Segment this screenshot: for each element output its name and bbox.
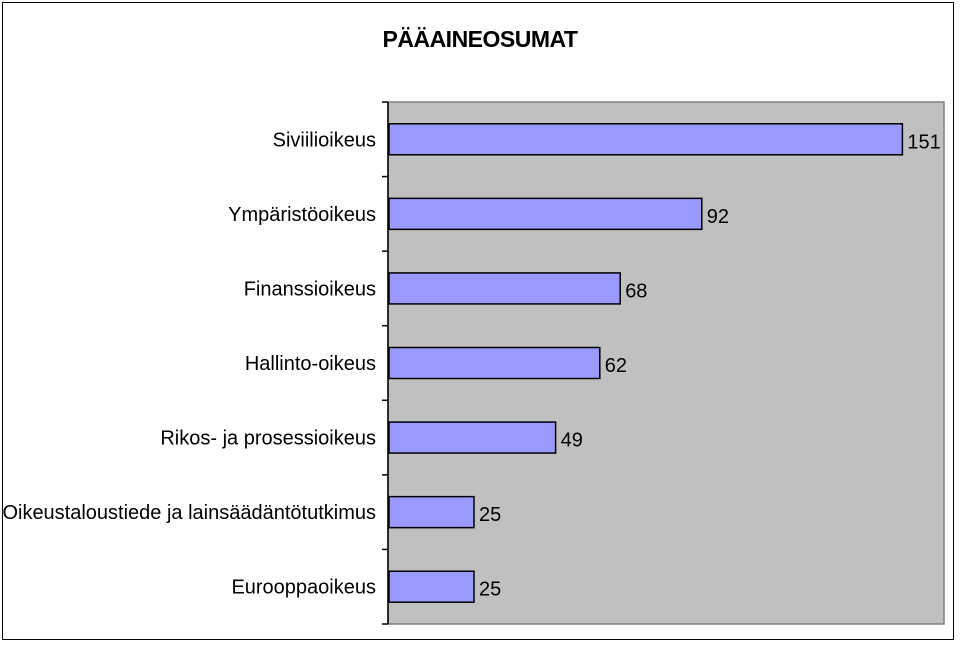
bar	[388, 570, 475, 603]
category-label: Rikos- ja prosessioikeus	[160, 428, 376, 450]
value-label: 25	[479, 579, 501, 601]
bar	[388, 346, 601, 380]
value-label: 151	[907, 131, 940, 153]
value-label: 68	[625, 280, 647, 302]
value-label: 25	[479, 504, 501, 526]
category-labels: Siviilioikeus Ympäristöoikeus Finanssioike…	[2, 129, 376, 598]
category-label: Hallinto-oikeus	[245, 353, 376, 375]
bar	[388, 123, 904, 156]
category-label: Ympäristöoikeus	[228, 204, 376, 226]
category-label: Finanssioikeus	[244, 278, 376, 300]
bar	[388, 272, 621, 305]
bar	[388, 197, 703, 231]
value-label: 49	[561, 430, 583, 452]
chart-title: PÄÄAINEOSUMAT	[382, 26, 578, 52]
bars-group	[388, 123, 904, 603]
bar	[388, 495, 475, 529]
bar	[388, 421, 557, 454]
category-label: Siviilioikeus	[273, 129, 376, 151]
value-label: 92	[707, 206, 729, 228]
value-labels: 151 92 68 62 49 25 25	[479, 131, 941, 600]
axis-ticks	[382, 101, 388, 625]
value-label: 62	[605, 355, 627, 377]
category-label: Oikeustaloustiede ja lainsäädäntötutkimu…	[2, 502, 376, 524]
category-label: Eurooppaoikeus	[231, 577, 376, 599]
